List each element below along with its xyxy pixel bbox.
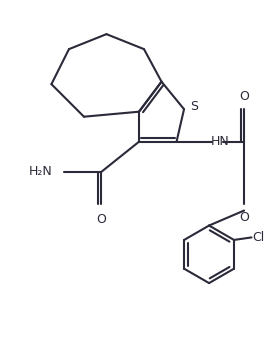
Text: Cl: Cl [253, 231, 265, 244]
Text: O: O [239, 90, 249, 103]
Text: H₂N: H₂N [29, 165, 53, 178]
Text: O: O [96, 213, 106, 226]
Text: O: O [239, 211, 249, 224]
Text: S: S [190, 100, 198, 113]
Text: HN: HN [210, 135, 229, 148]
